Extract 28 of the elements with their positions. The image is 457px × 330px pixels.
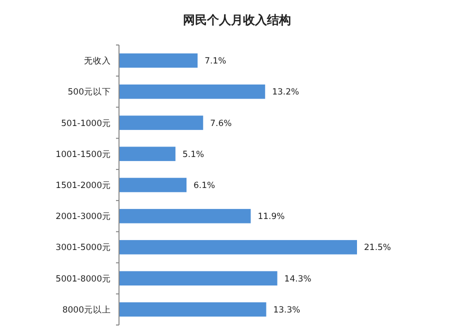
bar [119, 302, 266, 317]
bar [119, 84, 266, 99]
y-tick-label: 5001-8000元 [56, 273, 111, 284]
data-label: 11.9% [258, 212, 285, 222]
y-tick-label: 2001-3000元 [56, 211, 111, 222]
data-label: 14.3% [284, 274, 312, 284]
data-label: 13.2% [272, 88, 300, 98]
bar [119, 146, 176, 162]
bar [119, 53, 198, 68]
bar [119, 208, 251, 224]
data-label: 7.1% [204, 56, 226, 67]
data-label: 5.1% [182, 150, 204, 160]
y-tick-label: 500元以下 [68, 86, 111, 98]
data-label: 7.6% [210, 118, 232, 129]
data-label: 6.1% [194, 181, 216, 191]
y-tick-label: 无收入 [84, 56, 111, 67]
data-label: 13.3% [273, 305, 300, 316]
data-label: 21.5% [364, 243, 392, 254]
y-tick-label: 1501-2000元 [56, 180, 111, 191]
y-tick-label: 3001-5000元 [56, 242, 111, 254]
bar [119, 240, 357, 254]
bar [119, 116, 204, 130]
chart-title: 网民个人月收入结构 [183, 13, 291, 27]
bar [119, 178, 187, 192]
y-tick-label: 501-1000元 [61, 118, 111, 129]
bar [119, 271, 278, 286]
y-tick-label: 8000元以上 [62, 304, 111, 316]
y-tick-label: 1001-1500元 [56, 148, 111, 160]
